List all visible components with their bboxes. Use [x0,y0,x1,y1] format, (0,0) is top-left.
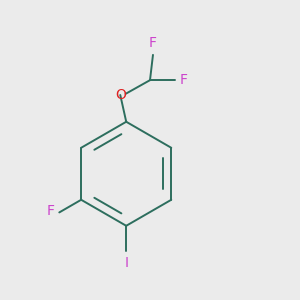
Text: F: F [180,73,188,87]
Text: O: O [115,88,126,102]
Text: F: F [47,204,55,218]
Text: I: I [124,256,128,270]
Text: F: F [149,36,157,50]
